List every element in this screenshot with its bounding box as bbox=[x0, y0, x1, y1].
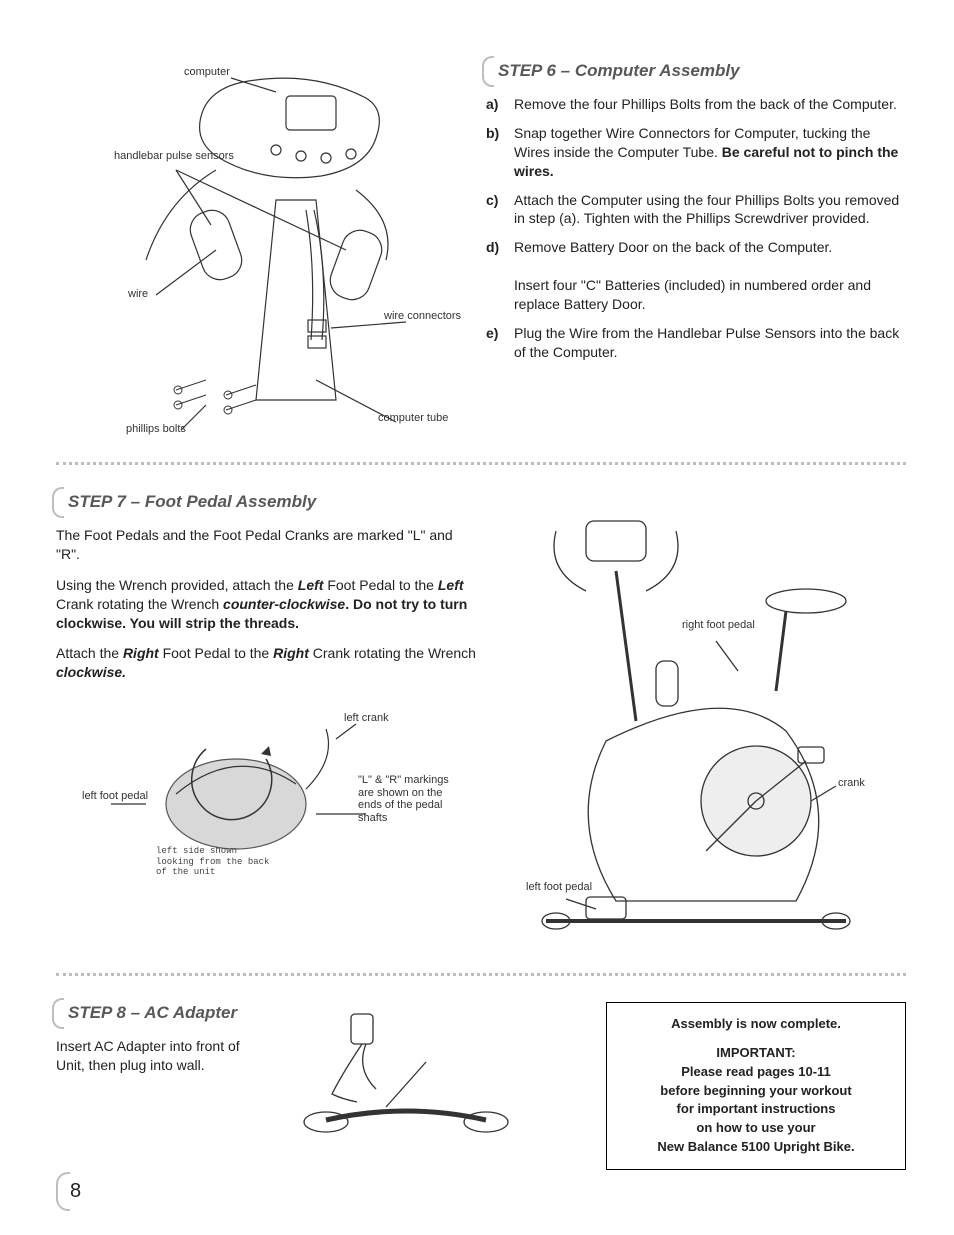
label-markings: "L" & "R" markings are shown on the ends… bbox=[358, 774, 453, 825]
p3-cw: clockwise. bbox=[56, 664, 126, 680]
p2-left2: Left bbox=[438, 577, 464, 593]
diagram-step6-svg bbox=[56, 60, 456, 440]
diagram-adapter-svg bbox=[296, 1002, 516, 1142]
step7-p1: The Foot Pedals and the Foot Pedal Crank… bbox=[56, 526, 476, 564]
step7-p2: Using the Wrench provided, attach the Le… bbox=[56, 576, 476, 633]
p2-mid1: Foot Pedal to the bbox=[327, 577, 438, 593]
box-line2: IMPORTANT: bbox=[623, 1044, 889, 1063]
p3-pre: Attach the bbox=[56, 645, 123, 661]
diagram-step8 bbox=[296, 1002, 516, 1142]
body-b: Snap together Wire Connectors for Comput… bbox=[514, 124, 906, 181]
label-wire-connectors: wire connectors bbox=[384, 310, 461, 323]
row-step8: STEP 8 – AC Adapter Insert AC Adapter in… bbox=[56, 1002, 906, 1170]
divider-2 bbox=[56, 973, 906, 976]
label-computer: computer bbox=[184, 66, 230, 79]
divider-1 bbox=[56, 462, 906, 465]
step6-item-c: c) Attach the Computer using the four Ph… bbox=[486, 191, 906, 229]
label-left-foot-pedal-2: left foot pedal bbox=[526, 881, 592, 894]
label-handlebar-sensors: handlebar pulse sensors bbox=[114, 150, 234, 163]
page-number: 8 bbox=[56, 1178, 81, 1205]
label-computer-tube: computer tube bbox=[378, 412, 448, 425]
box-line6: on how to use your bbox=[623, 1119, 889, 1138]
p3-right: Right bbox=[123, 645, 159, 661]
p2-pre: Using the Wrench provided, attach the bbox=[56, 577, 298, 593]
step7-heading: STEP 7 – Foot Pedal Assembly bbox=[56, 491, 476, 514]
label-left-crank: left crank bbox=[344, 712, 389, 725]
step8-text: STEP 8 – AC Adapter Insert AC Adapter in… bbox=[56, 1002, 266, 1087]
step7-left: STEP 7 – Foot Pedal Assembly The Foot Pe… bbox=[56, 491, 476, 951]
step6-list: a) Remove the four Phillips Bolts from t… bbox=[486, 95, 906, 362]
marker-c: c) bbox=[486, 191, 514, 229]
label-right-foot-pedal: right foot pedal bbox=[682, 619, 755, 632]
p3-right2: Right bbox=[273, 645, 309, 661]
step6-item-e: e) Plug the Wire from the Handlebar Puls… bbox=[486, 324, 906, 362]
body-d-text: Remove Battery Door on the back of the C… bbox=[514, 239, 832, 255]
marker-e: e) bbox=[486, 324, 514, 362]
diagram-step7-pedal: left crank left foot pedal "L" & "R" mar… bbox=[56, 694, 476, 894]
box-line1: Assembly is now complete. bbox=[623, 1015, 889, 1034]
p3-mid1: Foot Pedal to the bbox=[163, 645, 274, 661]
label-phillips-bolts: phillips bolts bbox=[126, 423, 186, 436]
marker-b: b) bbox=[486, 124, 514, 181]
box-line5: for important instructions bbox=[623, 1100, 889, 1119]
body-c: Attach the Computer using the four Phill… bbox=[514, 191, 906, 229]
step6-text: STEP 6 – Computer Assembly a) Remove the… bbox=[486, 60, 906, 440]
marker-d: d) bbox=[486, 238, 514, 314]
marker-a: a) bbox=[486, 95, 514, 114]
box-line7: New Balance 5100 Upright Bike. bbox=[623, 1138, 889, 1157]
body-a: Remove the four Phillips Bolts from the … bbox=[514, 95, 906, 114]
diagram-step6: computer handlebar pulse sensors wire wi… bbox=[56, 60, 456, 440]
label-wire: wire bbox=[128, 288, 148, 301]
p2-left: Left bbox=[298, 577, 324, 593]
row-step7: STEP 7 – Foot Pedal Assembly The Foot Pe… bbox=[56, 491, 906, 951]
row-step6: computer handlebar pulse sensors wire wi… bbox=[56, 60, 906, 440]
step6-item-b: b) Snap together Wire Connectors for Com… bbox=[486, 124, 906, 181]
body-d-extra: Insert four "C" Batteries (included) in … bbox=[514, 277, 871, 312]
step6-heading: STEP 6 – Computer Assembly bbox=[486, 60, 906, 83]
p3-mid2: Crank rotating the Wrench bbox=[313, 645, 476, 661]
step6-item-d: d) Remove Battery Door on the back of th… bbox=[486, 238, 906, 314]
p2-mid2: Crank rotating the Wrench bbox=[56, 596, 223, 612]
step8-heading: STEP 8 – AC Adapter bbox=[56, 1002, 266, 1025]
body-d: Remove Battery Door on the back of the C… bbox=[514, 238, 906, 314]
assembly-complete-box: Assembly is now complete. IMPORTANT: Ple… bbox=[606, 1002, 906, 1170]
p2-ccw: counter-clockwise bbox=[223, 596, 345, 612]
label-crank: crank bbox=[838, 777, 865, 790]
label-note: left side shown looking from the back of… bbox=[156, 846, 276, 877]
box-line4: before beginning your workout bbox=[623, 1082, 889, 1101]
step7-p3: Attach the Right Foot Pedal to the Right… bbox=[56, 644, 476, 682]
body-e: Plug the Wire from the Handlebar Pulse S… bbox=[514, 324, 906, 362]
step8-body: Insert AC Adapter into front of Unit, th… bbox=[56, 1037, 266, 1075]
complete-box-col: Assembly is now complete. IMPORTANT: Ple… bbox=[546, 1002, 906, 1170]
label-left-foot-pedal: left foot pedal bbox=[82, 790, 148, 803]
box-line3: Please read pages 10-11 bbox=[623, 1063, 889, 1082]
step6-item-a: a) Remove the four Phillips Bolts from t… bbox=[486, 95, 906, 114]
diagram-step7-bike: right foot pedal crank left foot pedal bbox=[506, 491, 906, 951]
